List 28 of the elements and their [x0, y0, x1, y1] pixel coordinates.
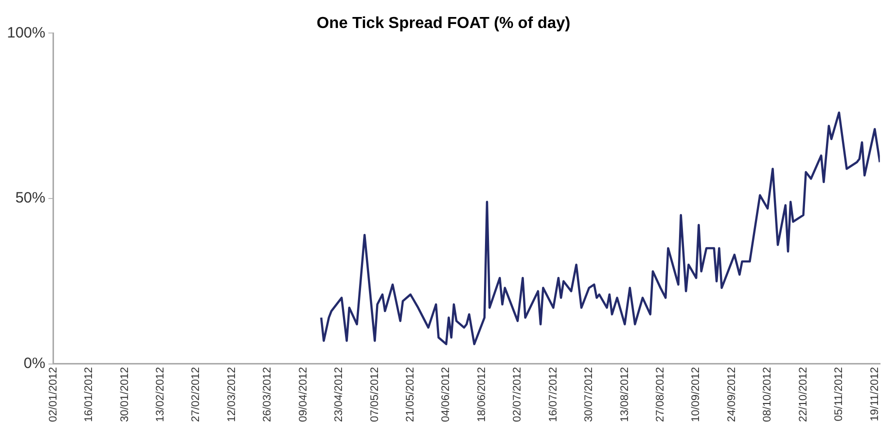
- x-tick-label: 27/02/2012: [190, 366, 202, 422]
- x-tick-label: 02/01/2012: [47, 366, 60, 422]
- x-tick-label: 18/06/2012: [476, 366, 488, 422]
- x-tick-label: 10/09/2012: [690, 366, 702, 422]
- x-tick-label: 24/09/2012: [726, 366, 738, 422]
- x-tick-label: 22/10/2012: [797, 366, 810, 422]
- x-tick-label: 05/11/2012: [833, 366, 846, 422]
- x-tick-label: 21/05/2012: [404, 366, 417, 422]
- chart-title: One Tick Spread FOAT (% of day): [316, 15, 570, 32]
- x-tick-label: 16/01/2012: [83, 366, 96, 422]
- x-tick-label: 26/03/2012: [262, 366, 274, 422]
- y-tick-label: 0%: [24, 355, 46, 372]
- x-tick-label: 19/11/2012: [868, 366, 881, 422]
- x-tick-label: 02/07/2012: [512, 366, 524, 422]
- x-tick-label: 13/02/2012: [154, 366, 167, 422]
- x-tick-label: 12/03/2012: [226, 366, 238, 422]
- x-tick-label: 08/10/2012: [762, 366, 774, 422]
- x-tick-label: 09/04/2012: [297, 366, 310, 422]
- x-tick-label: 30/01/2012: [118, 366, 131, 422]
- x-tick-label: 30/07/2012: [583, 366, 596, 422]
- y-tick-label: 100%: [6, 24, 46, 42]
- x-tick-label: 13/08/2012: [618, 366, 631, 422]
- x-tick-label: 04/06/2012: [440, 366, 452, 422]
- x-tick-label: 23/04/2012: [333, 366, 346, 422]
- x-tick-label: 16/07/2012: [547, 366, 560, 422]
- y-tick-label: 50%: [15, 190, 46, 207]
- x-tick-label: 07/05/2012: [368, 366, 381, 422]
- x-tick-label: 27/08/2012: [654, 366, 667, 422]
